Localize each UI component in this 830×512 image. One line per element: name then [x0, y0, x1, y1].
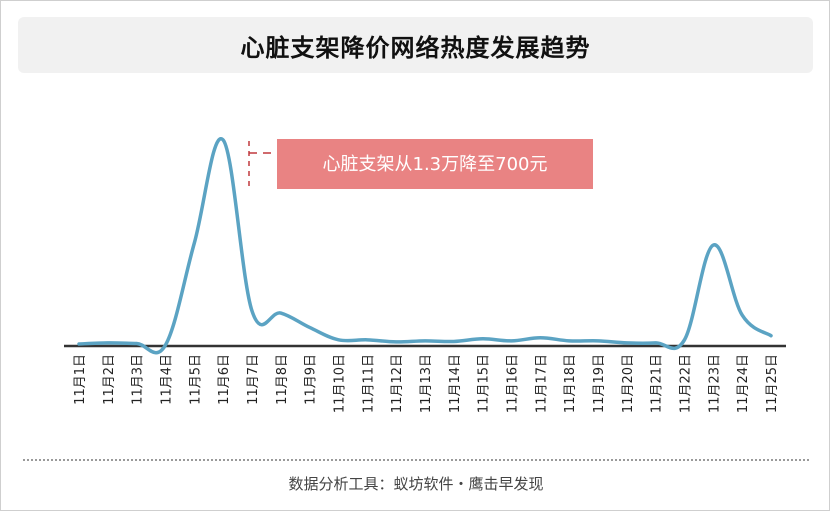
series-line [77, 137, 773, 355]
x-tick-label: 11月4日 [160, 354, 175, 405]
x-tick-label: 11月19日 [592, 354, 607, 413]
x-tick-label: 11月15日 [477, 354, 492, 413]
x-tick-label: 11月21日 [650, 354, 665, 413]
x-tick-label: 11月11日 [361, 354, 376, 413]
title-bar: 心脏支架降价网络热度发展趋势 [18, 17, 813, 73]
annotation-text: 心脏支架从1.3万降至700元 [323, 154, 548, 175]
x-tick-label: 11月1日 [73, 354, 88, 405]
x-tick-label: 11月18日 [563, 354, 578, 413]
annotation-box [277, 139, 593, 189]
x-tick-label: 11月25日 [765, 354, 780, 413]
x-tick-label: 11月22日 [679, 354, 694, 413]
source-credit: 数据分析工具：蚁坊软件・鹰击早发现 [288, 475, 544, 493]
x-tick-label: 11月16日 [506, 354, 521, 413]
x-tick-label: 11月3日 [131, 354, 146, 405]
annotation: 心脏支架从1.3万降至700元 [248, 139, 593, 189]
x-tick-label: 11月2日 [102, 354, 117, 405]
x-tick-label: 11月9日 [304, 354, 319, 405]
x-tick-label: 11月12日 [390, 354, 405, 413]
x-tick-label: 11月6日 [217, 354, 232, 405]
x-tick-label: 11月7日 [246, 354, 261, 405]
chart-title: 心脏支架降价网络热度发展趋势 [240, 33, 591, 62]
x-tick-label: 11月17日 [534, 354, 549, 413]
x-tick-label: 11月23日 [707, 354, 722, 413]
x-tick-labels: 11月1日 11月2日 11月3日 11月4日 11月5日 11月6日 11月7日 11月8日… [73, 354, 780, 413]
x-tick-label: 11月8日 [275, 354, 290, 405]
x-tick-label: 11月20日 [621, 354, 636, 413]
footer-divider [23, 459, 809, 461]
x-tick-label: 11月5日 [188, 354, 203, 405]
x-tick-label: 11月13日 [419, 354, 434, 413]
x-tick-label: 11月14日 [448, 354, 463, 413]
chart-marks [64, 137, 786, 355]
x-tick-label: 11月10日 [333, 354, 348, 413]
x-tick-label: 11月24日 [736, 354, 751, 413]
